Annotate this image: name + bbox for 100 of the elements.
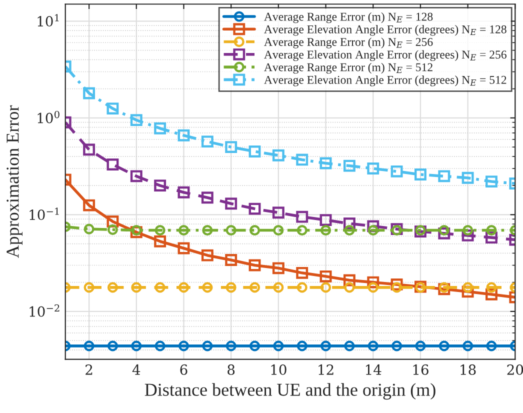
point [320, 340, 332, 352]
point [367, 276, 380, 288]
legend-label: Average Elevation Angle Error (degrees) N$_{E}$ = 512 [264, 76, 506, 86]
point [486, 176, 498, 188]
y-tick-label: 10$^{0}$ [38, 110, 60, 124]
point [462, 224, 474, 236]
point [178, 186, 190, 198]
point [414, 168, 426, 180]
y-axis-title: Approximation Error [6, 105, 22, 258]
point [392, 282, 402, 293]
point [202, 340, 213, 352]
point [438, 340, 450, 352]
point [248, 202, 261, 215]
point [248, 259, 261, 272]
point [249, 224, 260, 236]
point [201, 249, 214, 262]
point [107, 282, 118, 293]
point [225, 141, 238, 154]
x-axis-title: Distance between UE and the origin (m) [144, 383, 436, 400]
point [343, 160, 356, 172]
y-tick-label: 10$^{1}$ [38, 14, 59, 27]
point [320, 214, 332, 226]
point [106, 158, 119, 170]
point [178, 129, 190, 142]
point [226, 340, 236, 352]
point [106, 102, 119, 115]
point [131, 340, 142, 352]
point [320, 157, 332, 170]
legend-label: Average Elevation Angle Error (degrees) N$_{E}$ = 128 [264, 25, 506, 36]
x-tick-label: 2 [86, 364, 92, 375]
point [178, 242, 190, 254]
point [486, 340, 497, 352]
point [462, 172, 474, 184]
point [344, 224, 355, 236]
legend-label: Average Range Error (m) N$_{E}$ = 512 [264, 62, 432, 74]
point [154, 340, 166, 352]
point [83, 199, 96, 212]
point [462, 286, 474, 298]
point [462, 340, 474, 352]
point [201, 192, 214, 204]
point [462, 229, 474, 242]
point [486, 288, 498, 300]
point [154, 180, 166, 192]
point [296, 154, 308, 166]
point [296, 210, 308, 223]
point [272, 149, 284, 162]
x-tick-label: 14 [366, 364, 382, 375]
point [438, 283, 450, 296]
point [415, 340, 426, 352]
point [106, 216, 119, 228]
point [367, 220, 380, 232]
point [178, 340, 190, 352]
x-tick-label: 8 [228, 364, 235, 375]
point [320, 270, 332, 282]
point [84, 282, 94, 293]
point [202, 282, 213, 293]
point [344, 282, 355, 293]
point [367, 162, 380, 174]
point [249, 282, 260, 293]
point [438, 282, 450, 293]
point [84, 340, 94, 352]
point [320, 224, 332, 236]
point [83, 87, 96, 100]
point [178, 282, 190, 293]
point [368, 282, 378, 293]
point [225, 254, 238, 266]
point [107, 340, 118, 352]
point [343, 274, 356, 286]
point [272, 262, 284, 274]
point [486, 224, 497, 236]
point [130, 226, 142, 238]
point [248, 146, 261, 158]
x-tick-label: 16 [413, 364, 428, 375]
x-tick-label: 18 [460, 364, 476, 375]
point [130, 114, 142, 126]
point [178, 224, 190, 236]
point [249, 340, 260, 352]
x-tick-label: 10 [271, 364, 286, 375]
point [296, 340, 308, 352]
point [392, 340, 402, 352]
point [202, 224, 213, 236]
point [390, 165, 403, 178]
point [226, 224, 236, 236]
point [154, 122, 166, 134]
point [344, 340, 355, 352]
point [107, 224, 118, 235]
point [273, 224, 284, 236]
legend-label: Average Elevation Angle Error (degrees) N$_{E}$ = 256 [264, 50, 506, 62]
point [154, 282, 166, 293]
point [131, 282, 142, 293]
point [273, 282, 284, 293]
point [131, 224, 142, 236]
x-tick-label: 12 [318, 364, 334, 375]
point [273, 340, 284, 352]
x-tick-label: 4 [132, 364, 140, 375]
point [486, 282, 497, 293]
point [296, 282, 308, 293]
point [296, 224, 308, 236]
point [226, 282, 236, 293]
point [201, 136, 214, 148]
